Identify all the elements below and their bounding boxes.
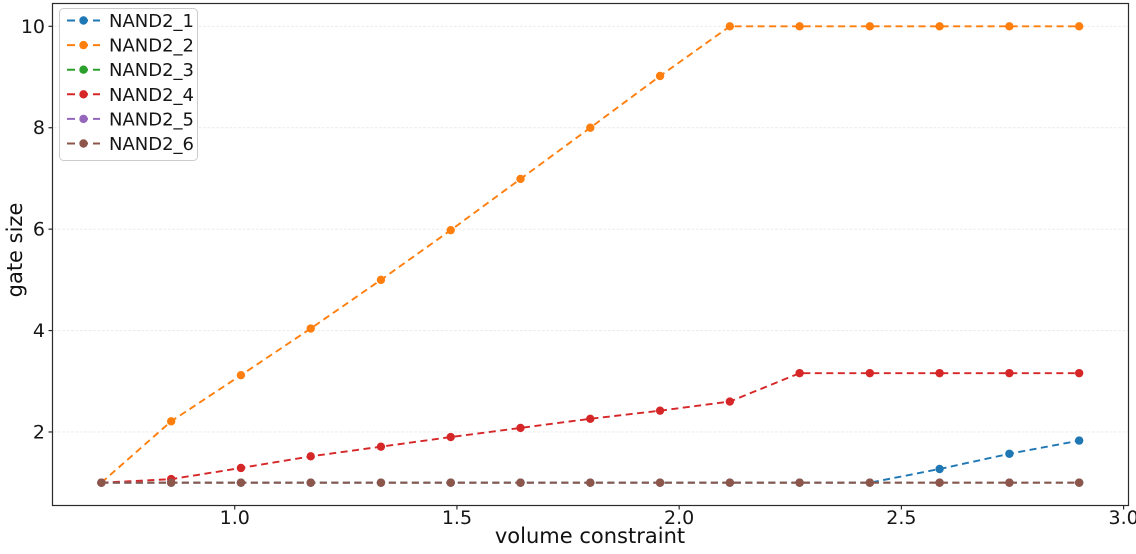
- data-point-NAND2_2: [376, 275, 386, 285]
- series-line-NAND2_1: [101, 439, 1080, 484]
- data-point-NAND2_4: [655, 406, 665, 415]
- x-axis-title: volume constraint: [494, 524, 686, 548]
- data-point-NAND2_6: [865, 478, 875, 487]
- data-point-NAND2_2: [1005, 22, 1014, 31]
- data-point-NAND2_6: [586, 478, 595, 487]
- legend: NAND2_1 NAND2_2 NAND2_3 NAND2_4 NAND2_5 NAND2…: [59, 8, 198, 161]
- data-point-NAND2_4: [865, 368, 875, 378]
- data-point-NAND2_6: [795, 478, 804, 487]
- data-point-NAND2_6: [935, 478, 944, 487]
- data-point-NAND2_1: [935, 464, 944, 474]
- data-point-NAND2_2: [655, 71, 665, 81]
- series-line-NAND2_4: [101, 372, 1080, 484]
- legend-label: NAND2_4: [109, 85, 194, 106]
- data-point-NAND2_1: [1005, 449, 1014, 458]
- y-axis-title: gate size: [3, 202, 27, 298]
- data-point-NAND2_4: [935, 368, 944, 378]
- data-point-NAND2_6: [236, 478, 246, 487]
- data-point-NAND2_6: [725, 478, 735, 487]
- legend-label: NAND2_6: [109, 134, 194, 155]
- data-point-NAND2_2: [865, 22, 875, 31]
- data-point-NAND2_4: [376, 442, 386, 451]
- data-point-NAND2_4: [586, 414, 595, 423]
- y-tick-label: 4: [33, 320, 45, 342]
- data-point-NAND2_6: [516, 478, 525, 487]
- legend-item-NAND2_2: NAND2_2: [67, 36, 194, 57]
- series-NAND2_6: [97, 478, 1084, 487]
- data-point-NAND2_1: [1074, 436, 1084, 445]
- x-tick-label: 2.0: [664, 507, 694, 529]
- data-point-NAND2_4: [306, 452, 315, 461]
- data-point-NAND2_4: [446, 432, 455, 442]
- legend-label: NAND2_5: [109, 109, 194, 130]
- data-point-NAND2_4: [236, 463, 246, 473]
- legend-box: [59, 8, 198, 161]
- y-tick-label: 6: [33, 219, 45, 241]
- legend-label: NAND2_3: [109, 60, 194, 81]
- legend-marker-NAND2_6: [79, 139, 88, 148]
- axes-spines: [51, 2, 1130, 507]
- legend-label: NAND2_2: [109, 36, 194, 57]
- legend-label: NAND2_1: [109, 11, 194, 32]
- x-tick-label: 2.5: [886, 507, 916, 529]
- legend-item-NAND2_3: NAND2_3: [67, 60, 194, 81]
- series-line-NAND2_2: [100, 25, 1080, 484]
- data-point-NAND2_6: [446, 478, 455, 487]
- legend-marker-NAND2_2: [79, 40, 88, 50]
- data-point-NAND2_2: [166, 417, 176, 426]
- data-point-NAND2_4: [516, 423, 525, 433]
- data-point-NAND2_6: [306, 478, 315, 487]
- legend-marker-NAND2_5: [79, 114, 88, 124]
- legend-marker-NAND2_4: [79, 90, 88, 99]
- data-point-NAND2_2: [586, 123, 595, 132]
- legend-item-NAND2_1: NAND2_1: [67, 11, 194, 32]
- data-point-NAND2_4: [1074, 368, 1084, 378]
- x-tick-label: 1.5: [442, 507, 472, 529]
- data-point-NAND2_6: [1005, 478, 1014, 487]
- data-point-NAND2_2: [306, 324, 315, 333]
- data-point-NAND2_4: [725, 397, 735, 406]
- x-tick-label: 3.0: [1109, 507, 1136, 529]
- data-point-NAND2_2: [236, 370, 246, 380]
- y-tick-label: 8: [33, 117, 45, 139]
- data-point-NAND2_2: [446, 225, 455, 235]
- y-tick-label: 2: [33, 421, 45, 443]
- data-point-NAND2_2: [516, 174, 525, 184]
- data-point-NAND2_6: [655, 478, 665, 487]
- x-tick-label: 1.0: [220, 507, 250, 529]
- data-point-NAND2_6: [376, 478, 386, 487]
- legend-marker-NAND2_3: [79, 65, 88, 74]
- legend-marker-NAND2_1: [79, 16, 88, 25]
- data-point-NAND2_6: [1074, 478, 1084, 487]
- legend-item-NAND2_4: NAND2_4: [67, 85, 194, 106]
- data-point-NAND2_2: [795, 22, 804, 31]
- data-point-NAND2_6: [97, 478, 106, 487]
- data-point-NAND2_4: [795, 368, 804, 378]
- data-point-NAND2_2: [1074, 22, 1084, 31]
- data-point-NAND2_6: [166, 478, 176, 487]
- legend-item-NAND2_5: NAND2_5: [67, 109, 194, 130]
- data-point-NAND2_2: [725, 22, 735, 31]
- data-point-NAND2_4: [1005, 368, 1014, 378]
- y-tick-label: 10: [21, 16, 45, 38]
- data-point-NAND2_2: [935, 22, 944, 31]
- legend-item-NAND2_6: NAND2_6: [67, 134, 194, 155]
